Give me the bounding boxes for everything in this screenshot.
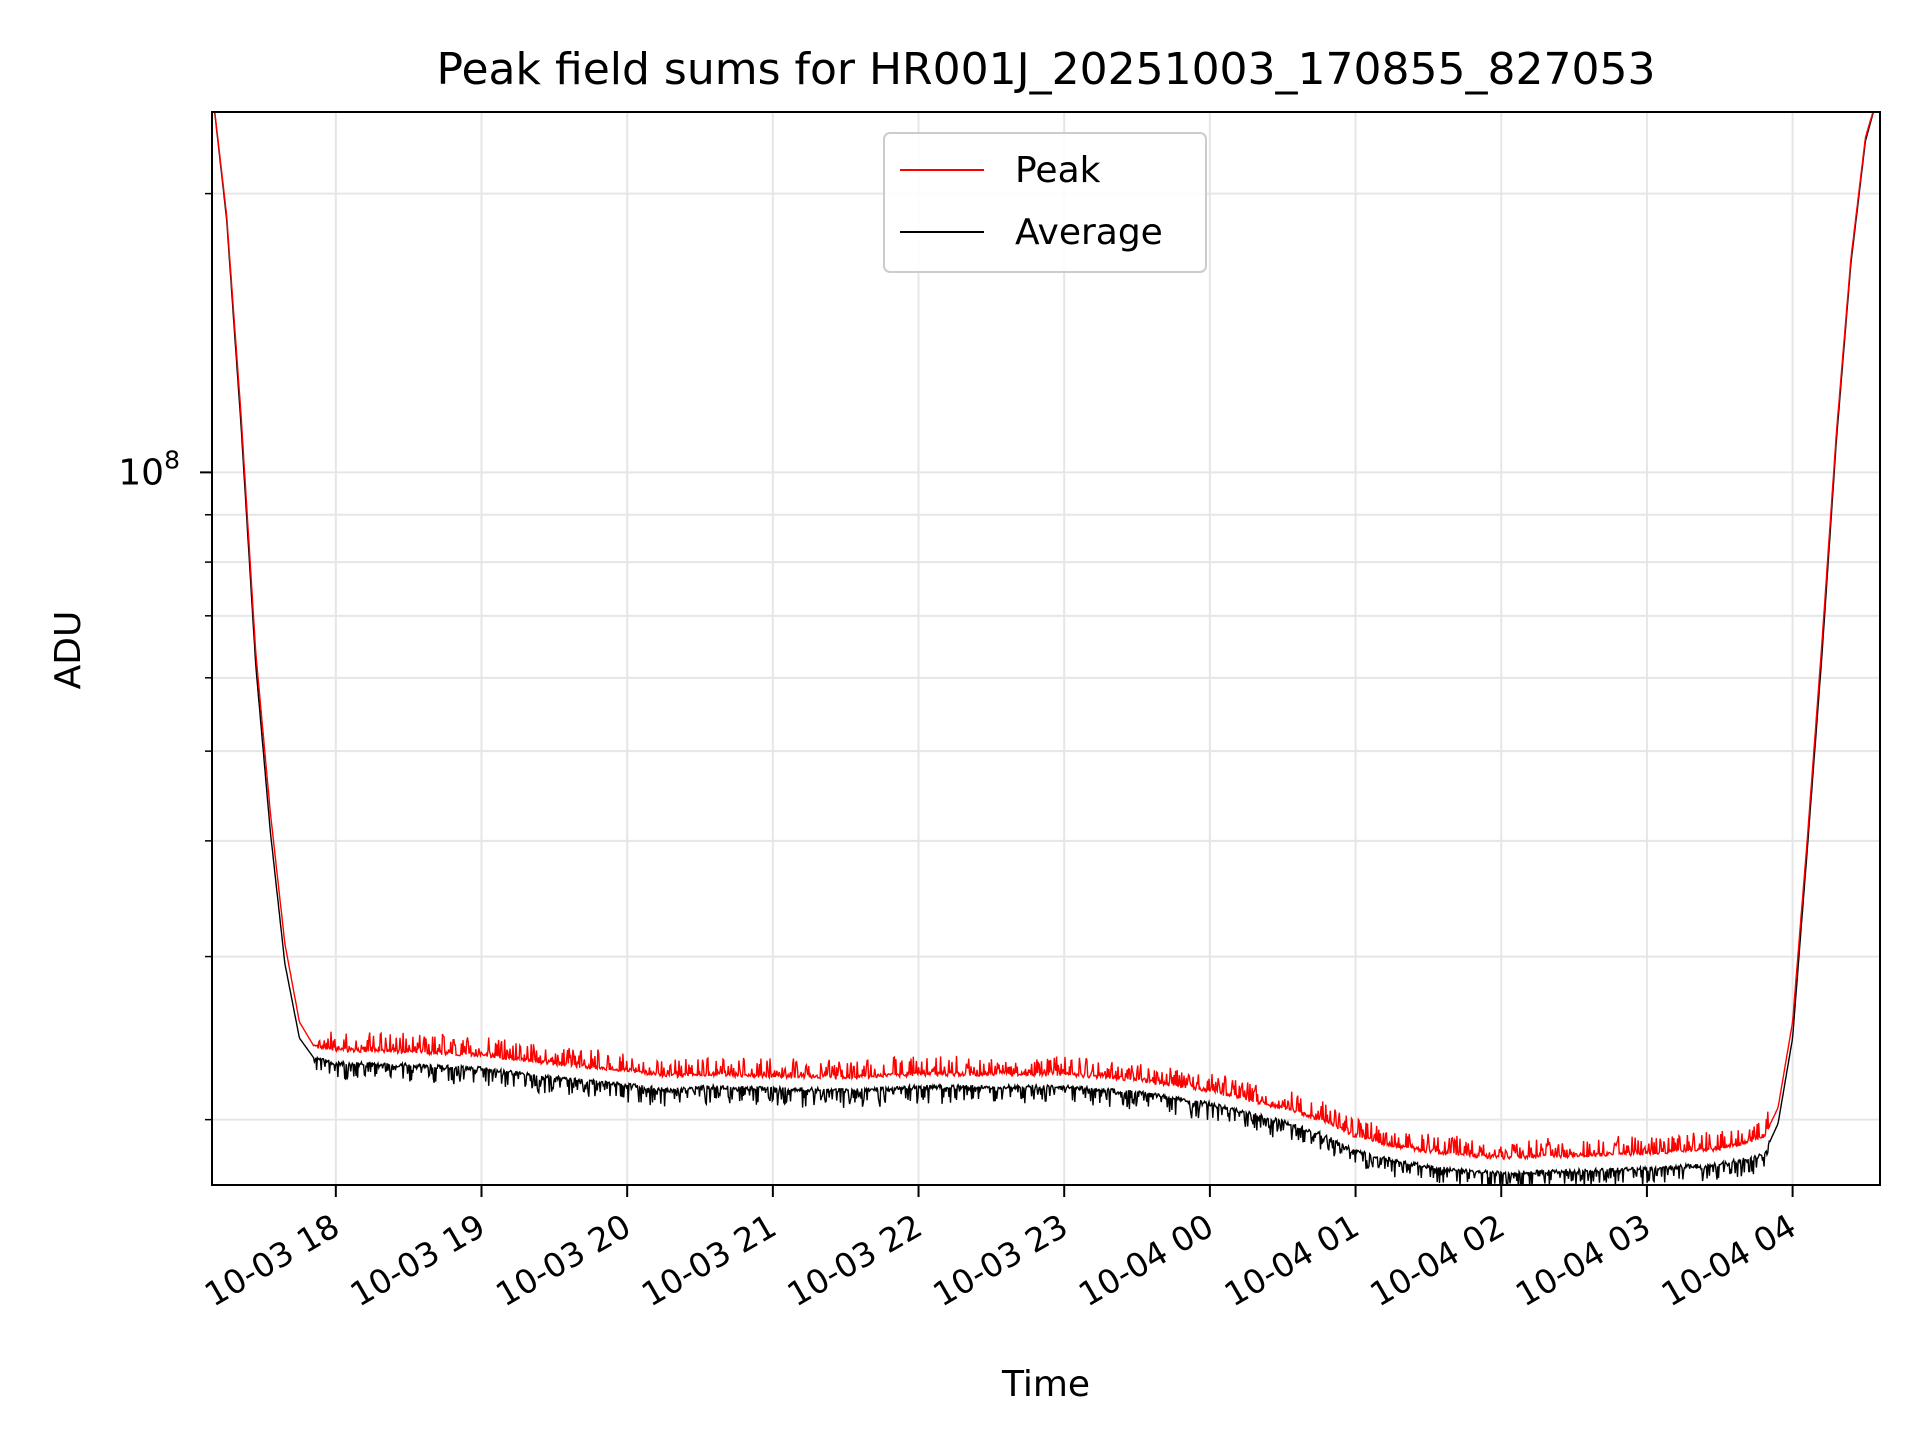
- legend-label-peak: Peak: [1015, 150, 1101, 191]
- legend: Peak Average: [883, 132, 1207, 273]
- x-axis-label: Time: [1001, 1364, 1090, 1405]
- y-axis-label: ADU: [48, 611, 89, 690]
- series-line-average: [213, 112, 1875, 1185]
- legend-box: [883, 132, 1207, 273]
- y-tick-label-major: 108: [118, 445, 180, 493]
- y-tick-label-base: 10: [118, 452, 164, 493]
- grid: [212, 112, 1880, 1185]
- series-group: [213, 112, 1875, 1185]
- series-line-peak: [214, 112, 1874, 1161]
- legend-label-average: Average: [1015, 212, 1163, 253]
- y-tick-label-exponent: 8: [164, 445, 180, 474]
- plot-frame: [211, 111, 1881, 1186]
- chart-title: Peak field sums for HR001J_20251003_1708…: [437, 44, 1656, 95]
